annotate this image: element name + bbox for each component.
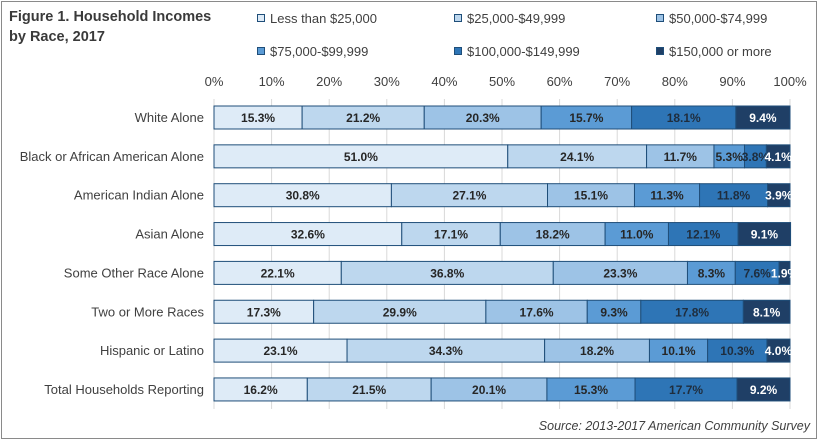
data-label: 17.6%: [520, 305, 554, 319]
category-label: Two or More Races: [91, 304, 204, 319]
x-tick-label: 80%: [662, 74, 688, 89]
data-label: 16.2%: [244, 383, 278, 397]
data-label: 17.8%: [675, 305, 709, 319]
data-label: 20.3%: [466, 111, 500, 125]
bar-segment: [767, 183, 791, 208]
data-label: 9.1%: [751, 228, 779, 242]
x-tick-label: 0%: [205, 74, 224, 89]
data-label: 8.1%: [753, 305, 781, 319]
legend-label: $100,000-$149,999: [467, 43, 580, 59]
data-label: 10.1%: [662, 344, 696, 358]
legend-item: Less than $25,000: [257, 10, 377, 26]
x-tick-label: 60%: [547, 74, 573, 89]
x-tick-label: 100%: [773, 74, 807, 89]
data-label: 3.8%: [742, 150, 770, 164]
data-label: 36.8%: [430, 266, 464, 280]
category-label: American Indian Alone: [74, 188, 204, 203]
data-label: 3.9%: [765, 189, 793, 203]
legend-swatch: [257, 47, 265, 55]
data-label: 34.3%: [429, 344, 463, 358]
data-label: 22.1%: [261, 266, 295, 280]
x-tick-label: 40%: [431, 74, 457, 89]
data-label: 12.1%: [686, 228, 720, 242]
bar-segment: [742, 299, 791, 324]
chart-title: Figure 1. Household Incomes by Race, 201…: [9, 9, 212, 45]
data-label: 15.3%: [574, 383, 608, 397]
data-label: 17.7%: [669, 383, 703, 397]
legend-item: $150,000 or more: [656, 43, 772, 59]
legend-label: $75,000-$99,999: [270, 43, 369, 59]
category-label: Some Other Race Alone: [64, 265, 204, 280]
data-label: 7.6%: [743, 266, 771, 280]
data-label: 27.1%: [452, 189, 486, 203]
data-label: 11.7%: [664, 150, 698, 164]
bar-segment: [736, 377, 791, 402]
category-label: White Alone: [135, 110, 204, 125]
legend-label: $50,000-$74,999: [669, 10, 768, 26]
data-label: 17.3%: [247, 305, 281, 319]
bar-segment: [778, 260, 791, 285]
legend-label: $150,000 or more: [669, 43, 772, 59]
x-tick-label: 50%: [489, 74, 515, 89]
data-label: 4.0%: [765, 344, 793, 358]
bar-segment: [765, 144, 791, 169]
category-label: Black or African American Alone: [20, 149, 204, 164]
data-label: 30.8%: [286, 189, 320, 203]
data-label: 11.0%: [620, 228, 654, 242]
x-tick-label: 30%: [374, 74, 400, 89]
category-label: Asian Alone: [135, 227, 204, 242]
category-label: Hispanic or Latino: [100, 343, 204, 358]
data-label: 11.8%: [717, 189, 751, 203]
legend-swatch: [454, 14, 462, 22]
data-label: 20.1%: [472, 383, 506, 397]
data-label: 15.1%: [574, 189, 608, 203]
data-label: 10.3%: [720, 344, 754, 358]
legend-swatch: [656, 14, 664, 22]
bar-segment: [735, 105, 791, 130]
data-label: 18.1%: [667, 111, 701, 125]
data-label: 18.2%: [536, 228, 570, 242]
data-label: 21.5%: [352, 383, 386, 397]
data-label: 9.2%: [750, 383, 778, 397]
legend-item: $25,000-$49,999: [454, 10, 565, 26]
legend-swatch: [454, 47, 462, 55]
data-label: 8.3%: [698, 266, 726, 280]
legend-label: $25,000-$49,999: [467, 10, 566, 26]
x-tick-label: 90%: [719, 74, 745, 89]
data-label: 24.1%: [560, 150, 594, 164]
data-label: 29.9%: [383, 305, 417, 319]
chart-legend: Less than $25,000 $25,000-$49,999 $50,000-…: [257, 10, 807, 62]
data-label: 9.4%: [749, 111, 777, 125]
bar-segment: [766, 338, 791, 363]
data-label: 15.3%: [241, 111, 275, 125]
bar-segment: [737, 222, 792, 247]
data-label: 32.6%: [291, 228, 325, 242]
data-label: 51.0%: [344, 150, 378, 164]
data-label: 15.7%: [569, 111, 603, 125]
x-tick-label: 70%: [604, 74, 630, 89]
legend-item: $75,000-$99,999: [257, 43, 368, 59]
category-label: Total Households Reporting: [44, 382, 204, 397]
data-label: 1.9%: [771, 266, 799, 280]
x-tick-label: 10%: [259, 74, 285, 89]
legend-label: Less than $25,000: [270, 10, 377, 26]
data-label: 23.1%: [264, 344, 298, 358]
data-label: 23.3%: [603, 266, 637, 280]
data-label: 11.3%: [650, 189, 684, 203]
data-label: 17.1%: [434, 228, 468, 242]
legend-swatch: [656, 47, 664, 55]
source-note: Source: 2013-2017 American Community Sur…: [538, 419, 810, 433]
x-tick-label: 20%: [316, 74, 342, 89]
legend-swatch: [257, 14, 265, 22]
data-label: 5.3%: [716, 150, 744, 164]
data-label: 9.3%: [600, 305, 628, 319]
legend-item: $100,000-$149,999: [454, 43, 580, 59]
legend-item: $50,000-$74,999: [656, 10, 767, 26]
data-label: 4.1%: [765, 150, 793, 164]
data-label: 18.2%: [580, 344, 614, 358]
data-label: 21.2%: [346, 111, 380, 125]
